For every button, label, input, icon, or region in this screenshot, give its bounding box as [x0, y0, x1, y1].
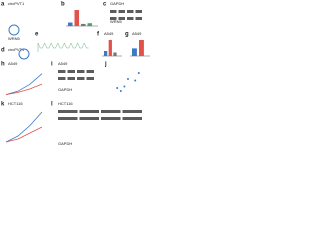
panel-label: e [35, 32, 39, 38]
panel-title: HCT116 [8, 101, 23, 106]
panel-label: i [51, 62, 53, 68]
blot-band [101, 110, 121, 113]
panel-title: A549 [58, 61, 68, 66]
bar [81, 23, 86, 26]
panel-title: GAPDH [110, 1, 124, 6]
panel-label: g [125, 32, 129, 38]
panel-label: b [61, 2, 65, 8]
panel-title: A549 [8, 61, 18, 66]
panel-label: h [1, 62, 5, 68]
bar [108, 40, 112, 56]
panel-label: l [51, 102, 53, 108]
bar [113, 52, 117, 56]
blot-band [118, 17, 125, 20]
point [119, 90, 122, 92]
circ-rna [8, 24, 20, 36]
panel-title: HCT116 [58, 101, 73, 106]
blot-band [58, 117, 78, 120]
bar [139, 40, 144, 56]
bar [74, 10, 80, 26]
bar [87, 23, 93, 26]
panel-label: c [103, 2, 107, 8]
blot-band [79, 117, 99, 120]
blot-band [101, 117, 121, 120]
panel-text: GAPDH [58, 87, 72, 92]
panel-title: A549 [132, 31, 142, 36]
blot-band [86, 70, 94, 73]
panel-title: circPVT1 [8, 1, 25, 6]
blot-band [122, 117, 142, 120]
blot-band [58, 70, 66, 73]
blot-band [118, 10, 125, 13]
blot-band [110, 17, 117, 20]
panel-label: k [1, 102, 5, 108]
blot-band [67, 77, 75, 80]
line [5, 83, 43, 96]
line [5, 126, 43, 143]
bar [68, 22, 73, 26]
point [137, 72, 140, 74]
blot-band [67, 70, 75, 73]
panel-label: d [1, 48, 5, 54]
point [134, 79, 137, 82]
blot-band [86, 77, 94, 80]
circ-rna [18, 48, 30, 60]
panel-label: f [97, 32, 100, 38]
panel-title: circPVT1 [8, 47, 25, 52]
point [127, 78, 129, 80]
bar [132, 48, 137, 56]
blot-band [127, 10, 134, 13]
blot-band [79, 110, 99, 113]
panel-text: WRN5 [8, 36, 21, 41]
line [5, 111, 43, 143]
blot-band [135, 10, 142, 13]
panel-text: GAPDH [58, 141, 72, 146]
line [5, 73, 43, 96]
panel-text: WRN5 [110, 19, 123, 24]
chromatogram [37, 42, 89, 52]
point [116, 87, 119, 89]
blot-band [77, 77, 85, 80]
panel-title: A549 [104, 31, 114, 36]
bar [104, 51, 108, 56]
point [123, 85, 126, 88]
blot-band [110, 10, 117, 13]
blot-band [122, 110, 142, 113]
blot-band [58, 110, 78, 113]
blot-band [77, 70, 85, 73]
blot-band [58, 77, 66, 80]
panel-label: j [104, 62, 107, 68]
blot-band [135, 17, 142, 20]
blot-band [127, 17, 134, 20]
panel-label: a [1, 2, 5, 8]
